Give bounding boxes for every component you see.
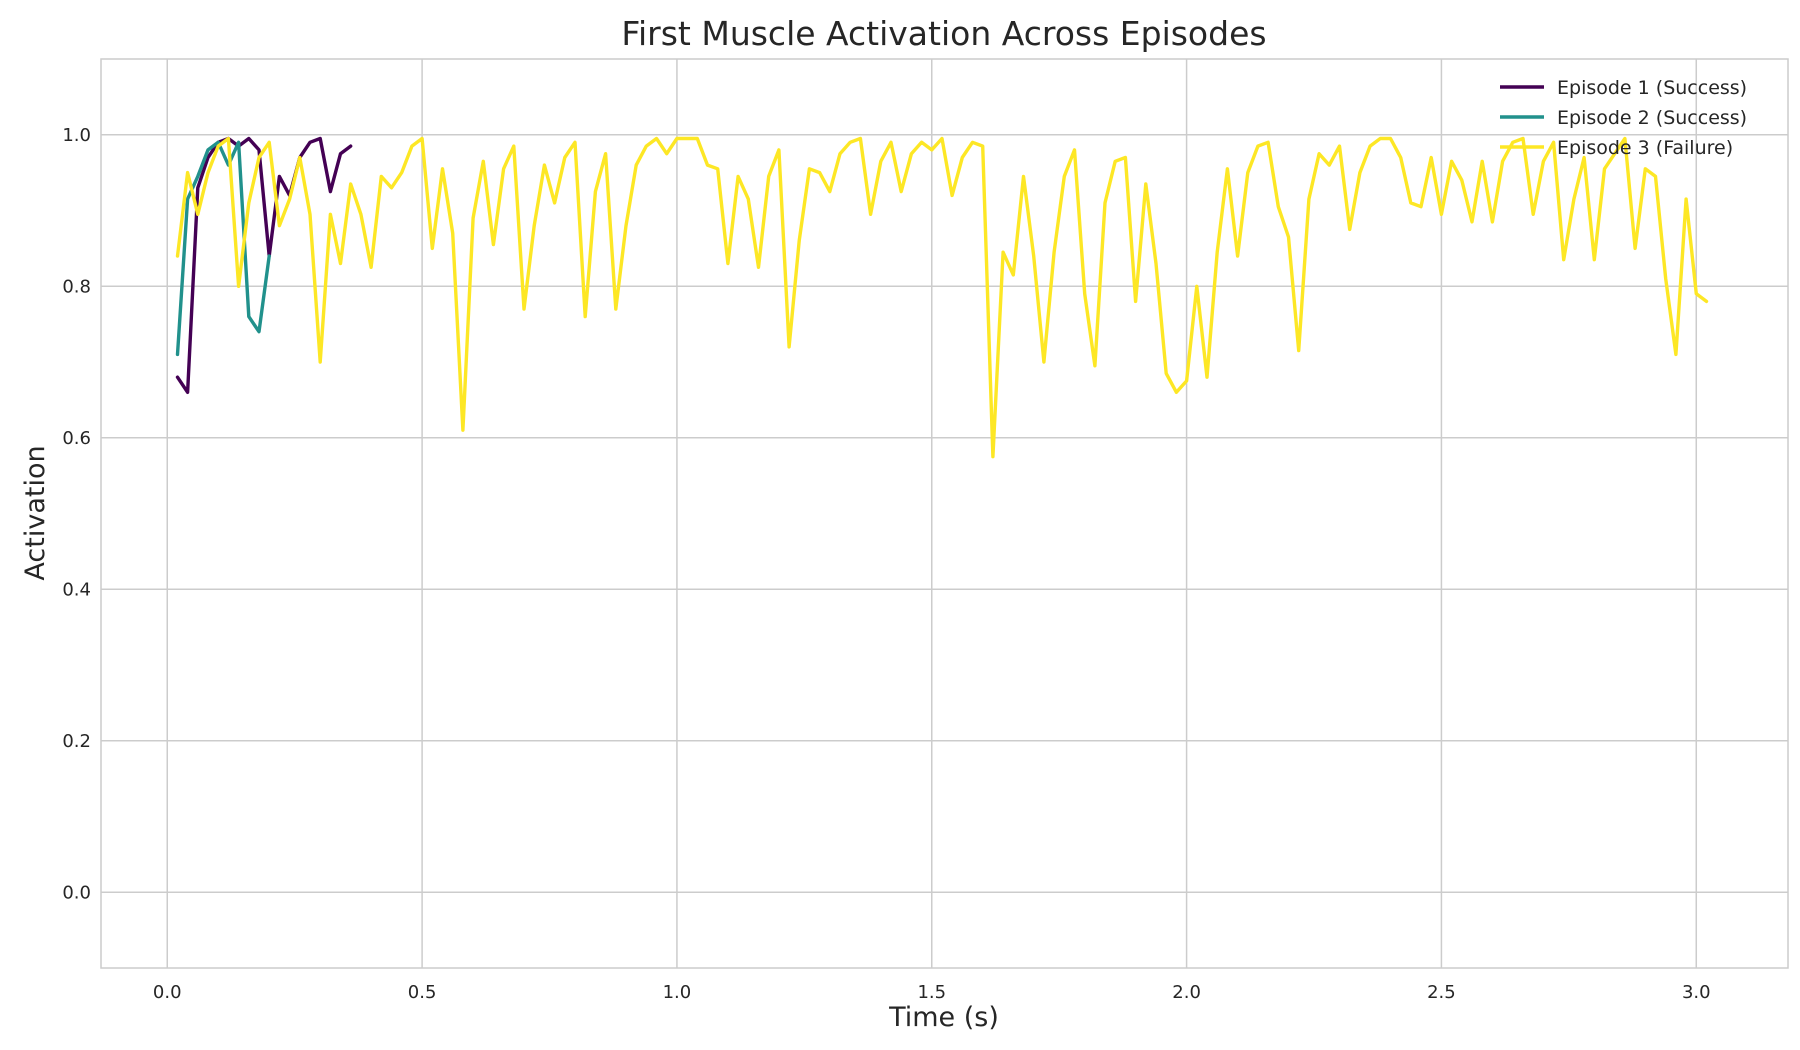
series-line-episode-1 <box>175 136 353 394</box>
plot-frame <box>100 58 1789 969</box>
x-tick-label: 2.5 <box>1427 982 1456 1003</box>
y-tick-label: 0.4 <box>62 579 91 600</box>
y-tick-label: 0.6 <box>62 428 91 449</box>
legend-label: Episode 1 (Success) <box>1557 77 1747 99</box>
legend: Episode 1 (Success) Episode 2 (Success) Ep… <box>1500 77 1747 159</box>
x-tick-label: 1.0 <box>663 982 692 1003</box>
y-tick-label: 0.2 <box>62 731 91 752</box>
y-tick-labels: 0.0 0.2 0.4 0.6 0.8 1.0 <box>62 125 91 904</box>
y-axis-title: Activation <box>20 445 51 580</box>
x-tick-labels: 0.0 0.5 1.0 1.5 2.0 2.5 3.0 <box>153 982 1711 1003</box>
y-tick-label: 0.0 <box>62 882 91 903</box>
legend-label: Episode 3 (Failure) <box>1557 137 1733 159</box>
x-tick-label: 3.0 <box>1682 982 1711 1003</box>
x-tick-label: 0.0 <box>153 982 182 1003</box>
series-line-episode-3 <box>175 136 1709 459</box>
x-tick-label: 1.5 <box>917 982 946 1003</box>
x-tick-label: 0.5 <box>408 982 437 1003</box>
x-axis-title: Time (s) <box>888 1002 999 1033</box>
y-tick-label: 0.8 <box>62 276 91 297</box>
chart-title: First Muscle Activation Across Episodes <box>621 14 1266 53</box>
y-tick-label: 1.0 <box>62 125 91 146</box>
legend-label: Episode 2 (Success) <box>1557 107 1747 129</box>
x-tick-label: 2.0 <box>1172 982 1201 1003</box>
series-lines <box>175 136 1709 459</box>
grid <box>101 59 1788 968</box>
